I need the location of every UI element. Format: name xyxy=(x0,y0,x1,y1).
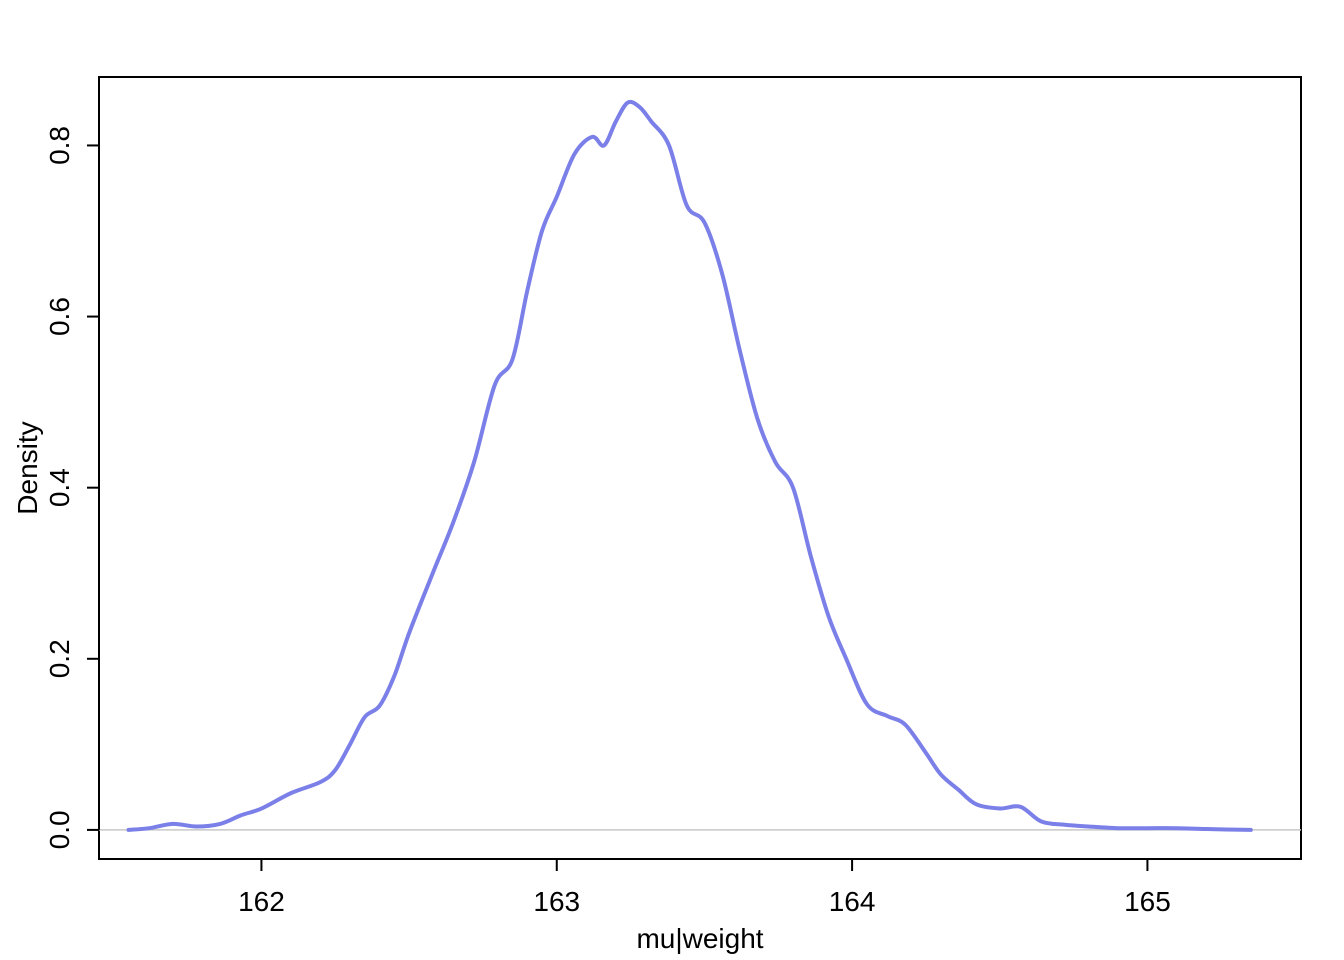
y-tick-label: 0.6 xyxy=(44,297,75,336)
x-axis-title: mu|weight xyxy=(636,923,763,954)
y-axis: 0.0 0.2 0.4 0.6 0.8 xyxy=(44,126,100,849)
y-axis-title: Density xyxy=(12,421,43,514)
density-curve xyxy=(126,99,1253,832)
x-tick-label: 163 xyxy=(533,886,580,917)
y-tick-label: 0.2 xyxy=(44,639,75,678)
x-axis: 162 163 164 165 xyxy=(238,858,1171,917)
y-tick-label: 0.8 xyxy=(44,126,75,165)
x-tick-label: 165 xyxy=(1124,886,1171,917)
y-tick-label: 0.0 xyxy=(44,810,75,849)
x-tick-label: 162 xyxy=(238,886,285,917)
plot-frame xyxy=(98,76,1302,860)
series-layer xyxy=(126,99,1253,832)
y-tick-label: 0.4 xyxy=(44,468,75,507)
x-tick-label: 164 xyxy=(829,886,876,917)
